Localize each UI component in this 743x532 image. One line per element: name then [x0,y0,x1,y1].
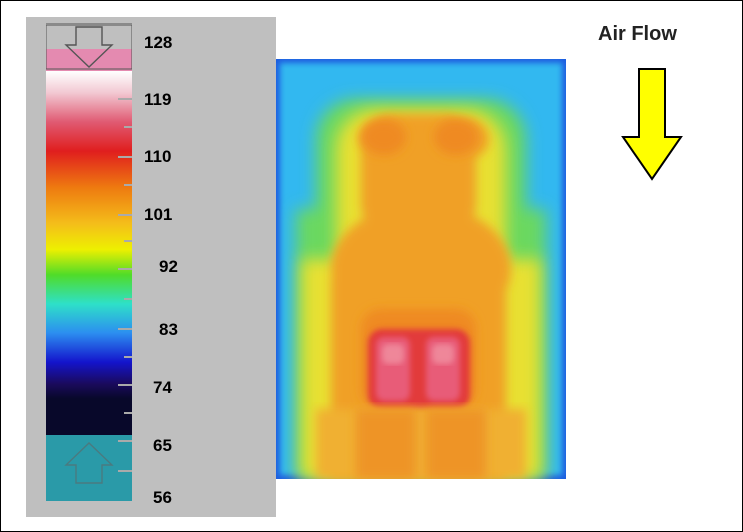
scale-label-101: 101 [144,205,173,224]
temperature-colorbar [46,23,132,501]
colorbar-ticks [118,98,132,472]
scale-label-92: 92 [159,257,178,276]
airflow-down-arrow-icon [621,68,683,181]
under-range-swatch [46,435,132,501]
scale-label-56: 56 [153,488,172,507]
airflow-label: Air Flow [598,23,677,45]
colorbar-gradient [46,71,132,435]
scale-label-74: 74 [153,378,172,397]
scale-label-128: 128 [144,33,173,52]
scale-label-119: 119 [144,90,172,109]
under-range-arrow-icon [64,442,114,484]
scale-label-65: 65 [153,436,172,455]
thermal-image [276,59,566,479]
over-range-swatch [46,49,132,71]
scale-label-83: 83 [159,320,178,339]
over-range-arrow-icon [64,26,114,68]
scale-label-110: 110 [144,147,172,166]
